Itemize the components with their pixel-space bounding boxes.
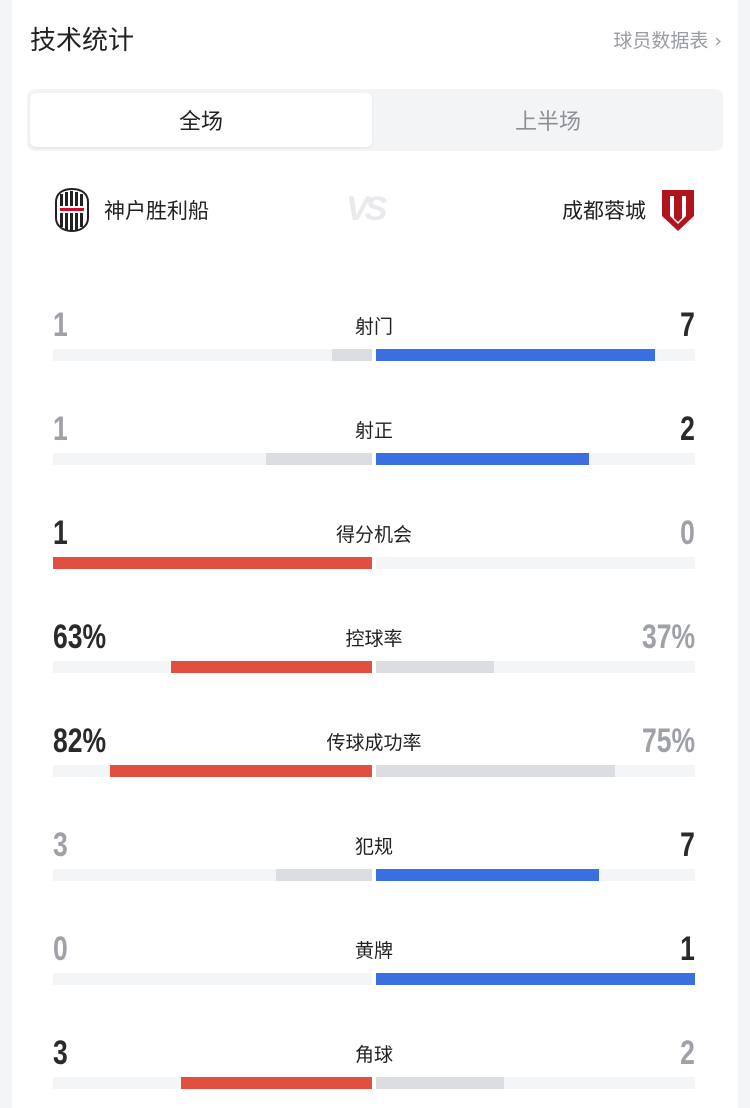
away-value: 75% (641, 722, 695, 760)
stat-row: 0 黄牌 1 (53, 924, 695, 1004)
away-value: 37% (641, 618, 695, 656)
period-tabs: 全场 上半场 (27, 89, 723, 151)
away-bar-fill (376, 973, 695, 985)
tech-stats-card (12, 0, 738, 1108)
stat-label: 犯规 (354, 836, 393, 858)
stat-row: 1 射正 2 (53, 404, 695, 484)
stat-row: 1 射门 7 (53, 300, 695, 380)
home-bar-track (53, 765, 372, 777)
stat-label: 射门 (354, 316, 393, 338)
home-bar-fill (265, 453, 372, 465)
home-bar-track (53, 1077, 372, 1089)
away-bar-track (376, 1077, 695, 1089)
chengdu-rongcheng-logo-icon (662, 190, 694, 231)
vs-mark: VS (346, 190, 387, 228)
home-bar-track (53, 349, 372, 361)
stat-row: 63% 控球率 37% (53, 612, 695, 692)
stat-row: 82% 传球成功率 75% (53, 716, 695, 796)
away-value: 7 (680, 826, 695, 864)
home-bar-fill (276, 869, 372, 881)
home-value: 0 (53, 930, 68, 968)
home-bar-track (53, 869, 372, 881)
home-bar-fill (171, 661, 372, 673)
tab-first-half[interactable]: 上半场 (514, 110, 581, 135)
away-bar-track (376, 765, 695, 777)
tab-full-match[interactable]: 全场 (30, 93, 372, 147)
home-bar-fill (180, 1077, 372, 1089)
home-value: 63% (53, 618, 107, 656)
home-bar-track (53, 557, 372, 569)
home-bar-track (53, 453, 372, 465)
stat-label: 控球率 (345, 628, 403, 650)
away-bar-fill (376, 869, 600, 881)
away-value: 7 (680, 306, 695, 344)
away-bar-track (376, 349, 695, 361)
stat-label: 黄牌 (354, 940, 393, 962)
home-value: 82% (53, 722, 107, 760)
stat-row: 3 角球 2 (53, 1028, 695, 1108)
home-team-name: 神户胜利船 (104, 199, 209, 223)
away-team-name: 成都蓉城 (562, 199, 646, 223)
home-value: 3 (53, 1034, 68, 1072)
home-value: 1 (53, 306, 68, 344)
away-bar-track (376, 661, 695, 673)
player-stats-link[interactable]: 球员数据表 › (613, 30, 722, 52)
home-value: 1 (53, 514, 68, 552)
away-team: 成都蓉城 (562, 188, 696, 232)
home-bar-fill (53, 557, 372, 569)
home-bar-fill (110, 765, 372, 777)
away-bar-track (376, 869, 695, 881)
stat-row: 3 犯规 7 (53, 820, 695, 900)
home-bar-track (53, 973, 372, 985)
away-value: 0 (680, 514, 695, 552)
home-bar-track (53, 661, 372, 673)
away-bar-track (376, 557, 695, 569)
home-bar-fill (332, 349, 372, 361)
away-bar-fill (376, 1077, 504, 1089)
stat-label: 射正 (354, 420, 393, 442)
stat-row: 1 得分机会 0 (53, 508, 695, 588)
stat-label: 角球 (354, 1044, 393, 1066)
home-team: 神户胜利船 (54, 188, 209, 232)
away-bar-fill (376, 349, 656, 361)
home-value: 1 (53, 410, 68, 448)
away-bar-fill (376, 765, 616, 777)
away-bar-fill (376, 661, 495, 673)
page-title: 技术统计 (30, 26, 135, 56)
away-bar-fill (376, 453, 589, 465)
away-bar-track (376, 973, 695, 985)
away-value: 2 (680, 1034, 695, 1072)
vissel-kobe-logo-icon (55, 188, 89, 232)
away-bar-track (376, 453, 695, 465)
stat-label: 传球成功率 (326, 732, 422, 754)
home-value: 3 (53, 826, 68, 864)
away-value: 1 (680, 930, 695, 968)
stat-label: 得分机会 (335, 524, 412, 546)
away-value: 2 (680, 410, 695, 448)
